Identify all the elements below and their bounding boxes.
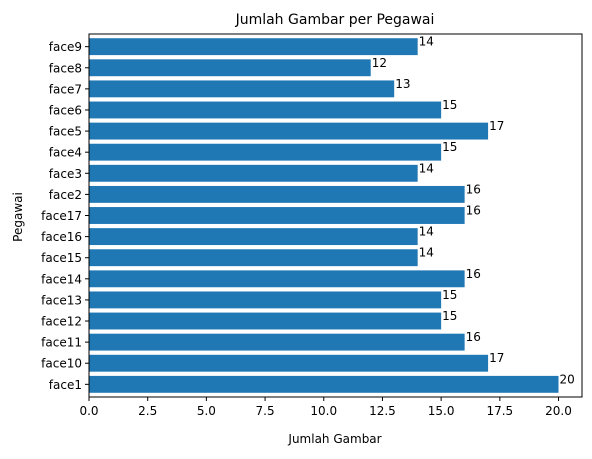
bar-face2 [89,186,465,203]
x-tick-label: 15.0 [428,404,455,418]
bar-face8 [89,59,371,76]
data-label-face3: 14 [419,161,434,175]
data-label-face10: 17 [489,351,504,365]
y-tick-label-face4: face4 [49,146,82,160]
x-tick-label: 20.0 [545,404,572,418]
x-tick-label: 12.5 [369,404,396,418]
data-label-face14: 16 [466,267,481,281]
bars [89,38,559,393]
y-tick-label-face9: face9 [49,40,82,54]
x-tick-label: 17.5 [486,404,513,418]
bar-face9 [89,38,418,55]
y-tick-label-face5: face5 [49,125,82,139]
bar-face1 [89,376,559,393]
y-tick-label-face14: face14 [41,272,82,286]
y-tick-label-face15: face15 [41,251,82,265]
y-tick-label-face11: face11 [41,336,82,350]
bar-face14 [89,270,465,287]
x-tick-label: 7.5 [256,404,275,418]
data-label-face2: 16 [466,182,481,196]
data-label-face17: 16 [466,204,481,218]
bar-face15 [89,249,418,266]
data-label-face5: 17 [489,119,504,133]
bar-face5 [89,123,488,140]
x-axis-ticks: 0.0 2.5 5.0 7.5 10.0 12.5 15.0 17.5 20.0 [79,397,571,418]
bar-face17 [89,207,465,224]
data-label-face13: 15 [442,288,457,302]
data-label-face1: 20 [560,372,575,386]
y-tick-label-face8: face8 [49,61,82,75]
y-tick-label-face3: face3 [49,167,82,181]
data-label-face11: 16 [466,330,481,344]
bar-face10 [89,355,488,372]
bar-face13 [89,291,441,308]
y-tick-label-face1: face1 [49,378,82,392]
data-label-face4: 15 [442,140,457,154]
data-label-face15: 14 [419,246,434,260]
bar-face16 [89,228,418,245]
data-label-face12: 15 [442,309,457,323]
data-label-face6: 15 [442,98,457,112]
bar-face3 [89,165,418,182]
bar-face11 [89,334,465,351]
y-tick-label-face16: face16 [41,230,82,244]
data-label-face7: 13 [395,77,410,91]
x-tick-label: 10.0 [310,404,337,418]
x-tick-label: 5.0 [197,404,216,418]
bar-face4 [89,144,441,161]
x-tick-label: 0.0 [79,404,98,418]
y-tick-label-face2: face2 [49,188,82,202]
data-label-face8: 12 [372,56,387,70]
y-tick-label-face12: face12 [41,315,82,329]
y-tick-label-face7: face7 [49,82,82,96]
x-axis-label: Jumlah Gambar [287,432,381,446]
bar-face7 [89,80,394,97]
y-axis-label: Pegawai [11,192,25,242]
y-tick-label-face17: face17 [41,209,82,223]
x-tick-label: 2.5 [138,404,157,418]
data-label-face16: 14 [419,225,434,239]
y-axis-ticks: face1 face10 face11 face12 face13 face14 face1… [41,40,89,392]
bar-face6 [89,102,441,119]
chart-title: Jumlah Gambar per Pegawai [235,12,435,28]
y-tick-label-face10: face10 [41,357,82,371]
bar-face12 [89,313,441,330]
y-tick-label-face13: face13 [41,293,82,307]
data-label-face9: 14 [419,35,434,49]
y-tick-label-face6: face6 [49,103,82,117]
